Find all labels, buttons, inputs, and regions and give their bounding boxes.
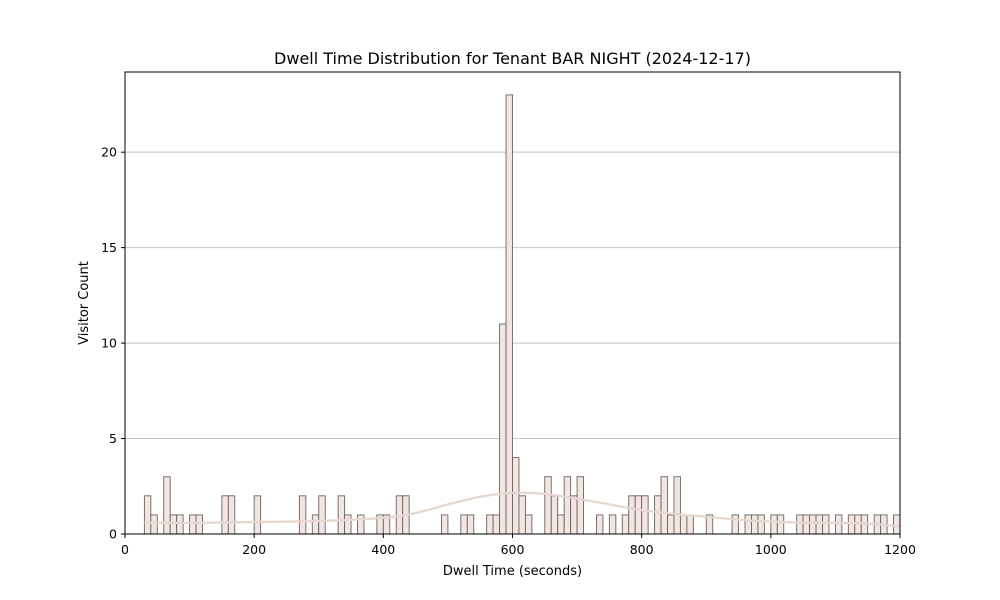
histogram-bar (499, 323, 507, 535)
histogram-bar (608, 514, 617, 535)
histogram-bar (298, 495, 307, 535)
chart-title: Dwell Time Distribution for Tenant BAR N… (274, 49, 751, 68)
histogram-bar (460, 514, 468, 535)
histogram-bar (195, 514, 203, 535)
histogram-bar (518, 495, 526, 535)
x-tick-label: 200 (242, 542, 266, 557)
histogram-bar (751, 514, 759, 535)
histogram-bar (776, 514, 785, 535)
x-tick-label: 1200 (884, 542, 916, 557)
histogram-bar (744, 514, 752, 535)
histogram-bar (163, 476, 171, 535)
y-tick-label: 5 (109, 431, 117, 446)
histogram-bar (854, 514, 862, 535)
histogram-bar (492, 514, 501, 535)
histogram-bar (628, 495, 636, 535)
histogram-bar (634, 495, 643, 535)
histogram-bar (143, 495, 152, 535)
histogram-bar (512, 457, 520, 535)
histogram-bar (318, 495, 326, 535)
histogram-bar (441, 514, 449, 535)
x-tick-label: 0 (121, 542, 129, 557)
histogram-bar (834, 514, 843, 535)
histogram-bar (563, 476, 572, 535)
histogram-bar (570, 495, 578, 535)
x-tick-label: 600 (501, 542, 525, 557)
histogram-bar (809, 514, 817, 535)
x-tick-label: 800 (630, 542, 654, 557)
y-tick-label: 20 (101, 145, 117, 160)
histogram-bar (654, 495, 662, 535)
histogram-bar (686, 514, 694, 535)
histogram-bar (621, 514, 630, 535)
y-tick-label: 15 (101, 240, 117, 255)
histogram-bar (505, 94, 513, 535)
histogram-bar (847, 514, 856, 535)
histogram-bar (189, 514, 197, 535)
x-tick-label: 1000 (755, 542, 787, 557)
x-axis-ticks: 0 200 400 600 800 1000 1200 (121, 534, 916, 557)
y-axis-label: Visitor Count (77, 261, 92, 345)
histogram-bar (596, 514, 604, 535)
y-axis-ticks: 0 5 10 15 20 (101, 145, 125, 542)
histogram-bar (822, 514, 830, 535)
histogram-bar (802, 514, 811, 535)
histogram-bars (143, 94, 901, 535)
x-tick-label: 400 (371, 542, 395, 557)
histogram-bar (660, 476, 668, 535)
histogram-bar (311, 514, 320, 535)
y-tick-label: 0 (109, 527, 117, 542)
x-axis-label: Dwell Time (seconds) (443, 564, 582, 579)
histogram-bar (227, 495, 236, 535)
y-tick-label: 10 (101, 336, 117, 351)
histogram-bar (357, 514, 365, 535)
histogram-bar (169, 514, 178, 535)
histogram-bar (524, 514, 533, 535)
histogram-bar (221, 495, 229, 535)
histogram-bar (253, 495, 262, 535)
histogram-bar (731, 514, 739, 535)
histogram-bar (466, 514, 475, 535)
histogram-bar (176, 514, 184, 535)
histogram-bar (679, 514, 688, 535)
histogram-bar (667, 514, 675, 535)
histogram-bar (337, 495, 346, 535)
histogram-bar (893, 514, 901, 535)
histogram-bar (486, 514, 494, 535)
histogram-bar (770, 514, 778, 535)
histogram-bar (150, 514, 158, 535)
histogram-bar (557, 514, 565, 535)
histogram-bar (550, 495, 559, 535)
histogram-bar (757, 514, 765, 535)
kde-curve (144, 491, 901, 528)
histogram-bar (344, 514, 352, 535)
histogram-bar (796, 514, 804, 535)
histogram-bar (576, 476, 584, 535)
histogram-bar (544, 476, 552, 535)
histogram-bar (673, 476, 681, 535)
histogram-bar (641, 495, 649, 535)
histogram-bar (815, 514, 823, 535)
